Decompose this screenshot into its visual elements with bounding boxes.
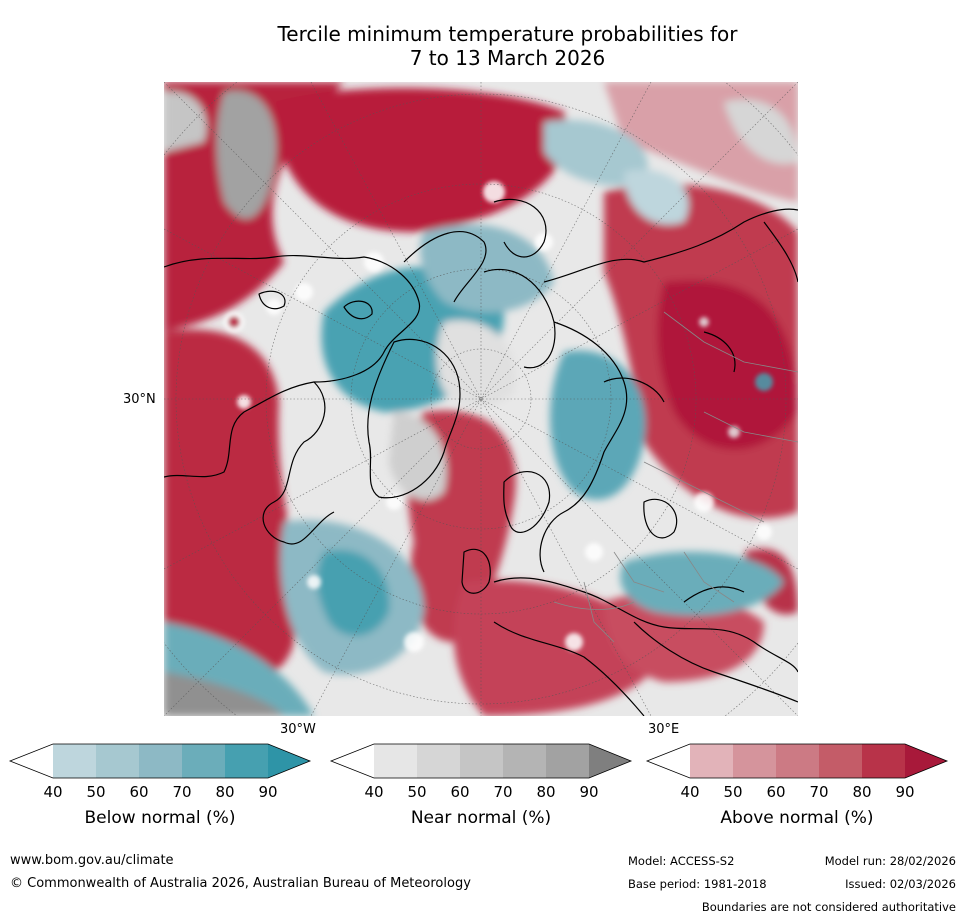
colorbar-below-svg	[8, 743, 312, 779]
colorbar-near-normal	[329, 742, 633, 780]
cb1-seg-3	[460, 744, 503, 778]
tick-below-70: 70	[172, 783, 192, 801]
tick-near-40: 40	[364, 783, 384, 801]
cb1-seg-4	[503, 744, 546, 778]
lon-30w-label: 30°W	[280, 722, 316, 737]
polar-map	[164, 82, 798, 716]
cb2-seg-3	[776, 744, 819, 778]
tick-below-90: 90	[258, 783, 278, 801]
cb0-seg-2	[96, 744, 139, 778]
cb0-seg-4	[182, 744, 225, 778]
colorbar-near-label: Near normal (%)	[410, 808, 552, 828]
lon-30e-label: 30°E	[648, 722, 680, 737]
cb1-seg-1	[374, 744, 417, 778]
lat-30n-label: 30°N	[123, 392, 156, 407]
website-link[interactable]: www.bom.gov.au/climate	[10, 853, 174, 868]
tick-above-50: 50	[723, 783, 743, 801]
cb1-seg-6	[589, 744, 631, 778]
cb0-seg-1	[53, 744, 96, 778]
model-text: Model: ACCESS-S2	[628, 854, 735, 868]
tick-above-60: 60	[766, 783, 786, 801]
tick-near-80: 80	[536, 783, 556, 801]
issued-text: Issued: 02/03/2026	[845, 877, 956, 891]
base-period-text: Base period: 1981-2018	[628, 877, 767, 891]
cb2-seg-6	[905, 744, 947, 778]
cb0-seg-6	[268, 744, 310, 778]
title-line-1: Tercile minimum temperature probabilitie…	[277, 22, 738, 46]
cb0-seg-3	[139, 744, 182, 778]
tick-near-60: 60	[450, 783, 470, 801]
colorbar-near-svg	[329, 743, 633, 779]
colorbar-below-label: Below normal (%)	[84, 808, 236, 828]
cb2-seg-2	[733, 744, 776, 778]
model-run-text: Model run: 28/02/2026	[824, 854, 956, 868]
cb2-seg-5	[862, 744, 905, 778]
cb1-seg-0	[331, 744, 374, 778]
tick-near-90: 90	[579, 783, 599, 801]
tick-above-40: 40	[680, 783, 700, 801]
colorbar-above-label: Above normal (%)	[720, 808, 874, 828]
colorbar-below-normal	[8, 742, 312, 780]
tick-below-60: 60	[129, 783, 149, 801]
colorbar-above-svg	[645, 743, 949, 779]
tick-below-80: 80	[215, 783, 235, 801]
map-title: Tercile minimum temperature probabilitie…	[0, 22, 965, 70]
cb0-seg-0	[10, 744, 53, 778]
tick-below-40: 40	[43, 783, 63, 801]
tick-near-50: 50	[407, 783, 427, 801]
tick-above-90: 90	[895, 783, 915, 801]
cb2-seg-0	[647, 744, 690, 778]
cb1-seg-5	[546, 744, 589, 778]
tick-above-80: 80	[852, 783, 872, 801]
cb1-seg-2	[417, 744, 460, 778]
cb2-seg-1	[690, 744, 733, 778]
cb2-seg-4	[819, 744, 862, 778]
tick-near-70: 70	[493, 783, 513, 801]
tick-above-70: 70	[809, 783, 829, 801]
copyright-text: © Commonwealth of Australia 2026, Austra…	[10, 876, 471, 891]
colorbar-above-normal	[645, 742, 949, 780]
tick-below-50: 50	[86, 783, 106, 801]
title-line-2: 7 to 13 March 2026	[409, 46, 606, 70]
cb0-seg-5	[225, 744, 268, 778]
boundaries-disclaimer: Boundaries are not considered authoritat…	[701, 900, 956, 914]
